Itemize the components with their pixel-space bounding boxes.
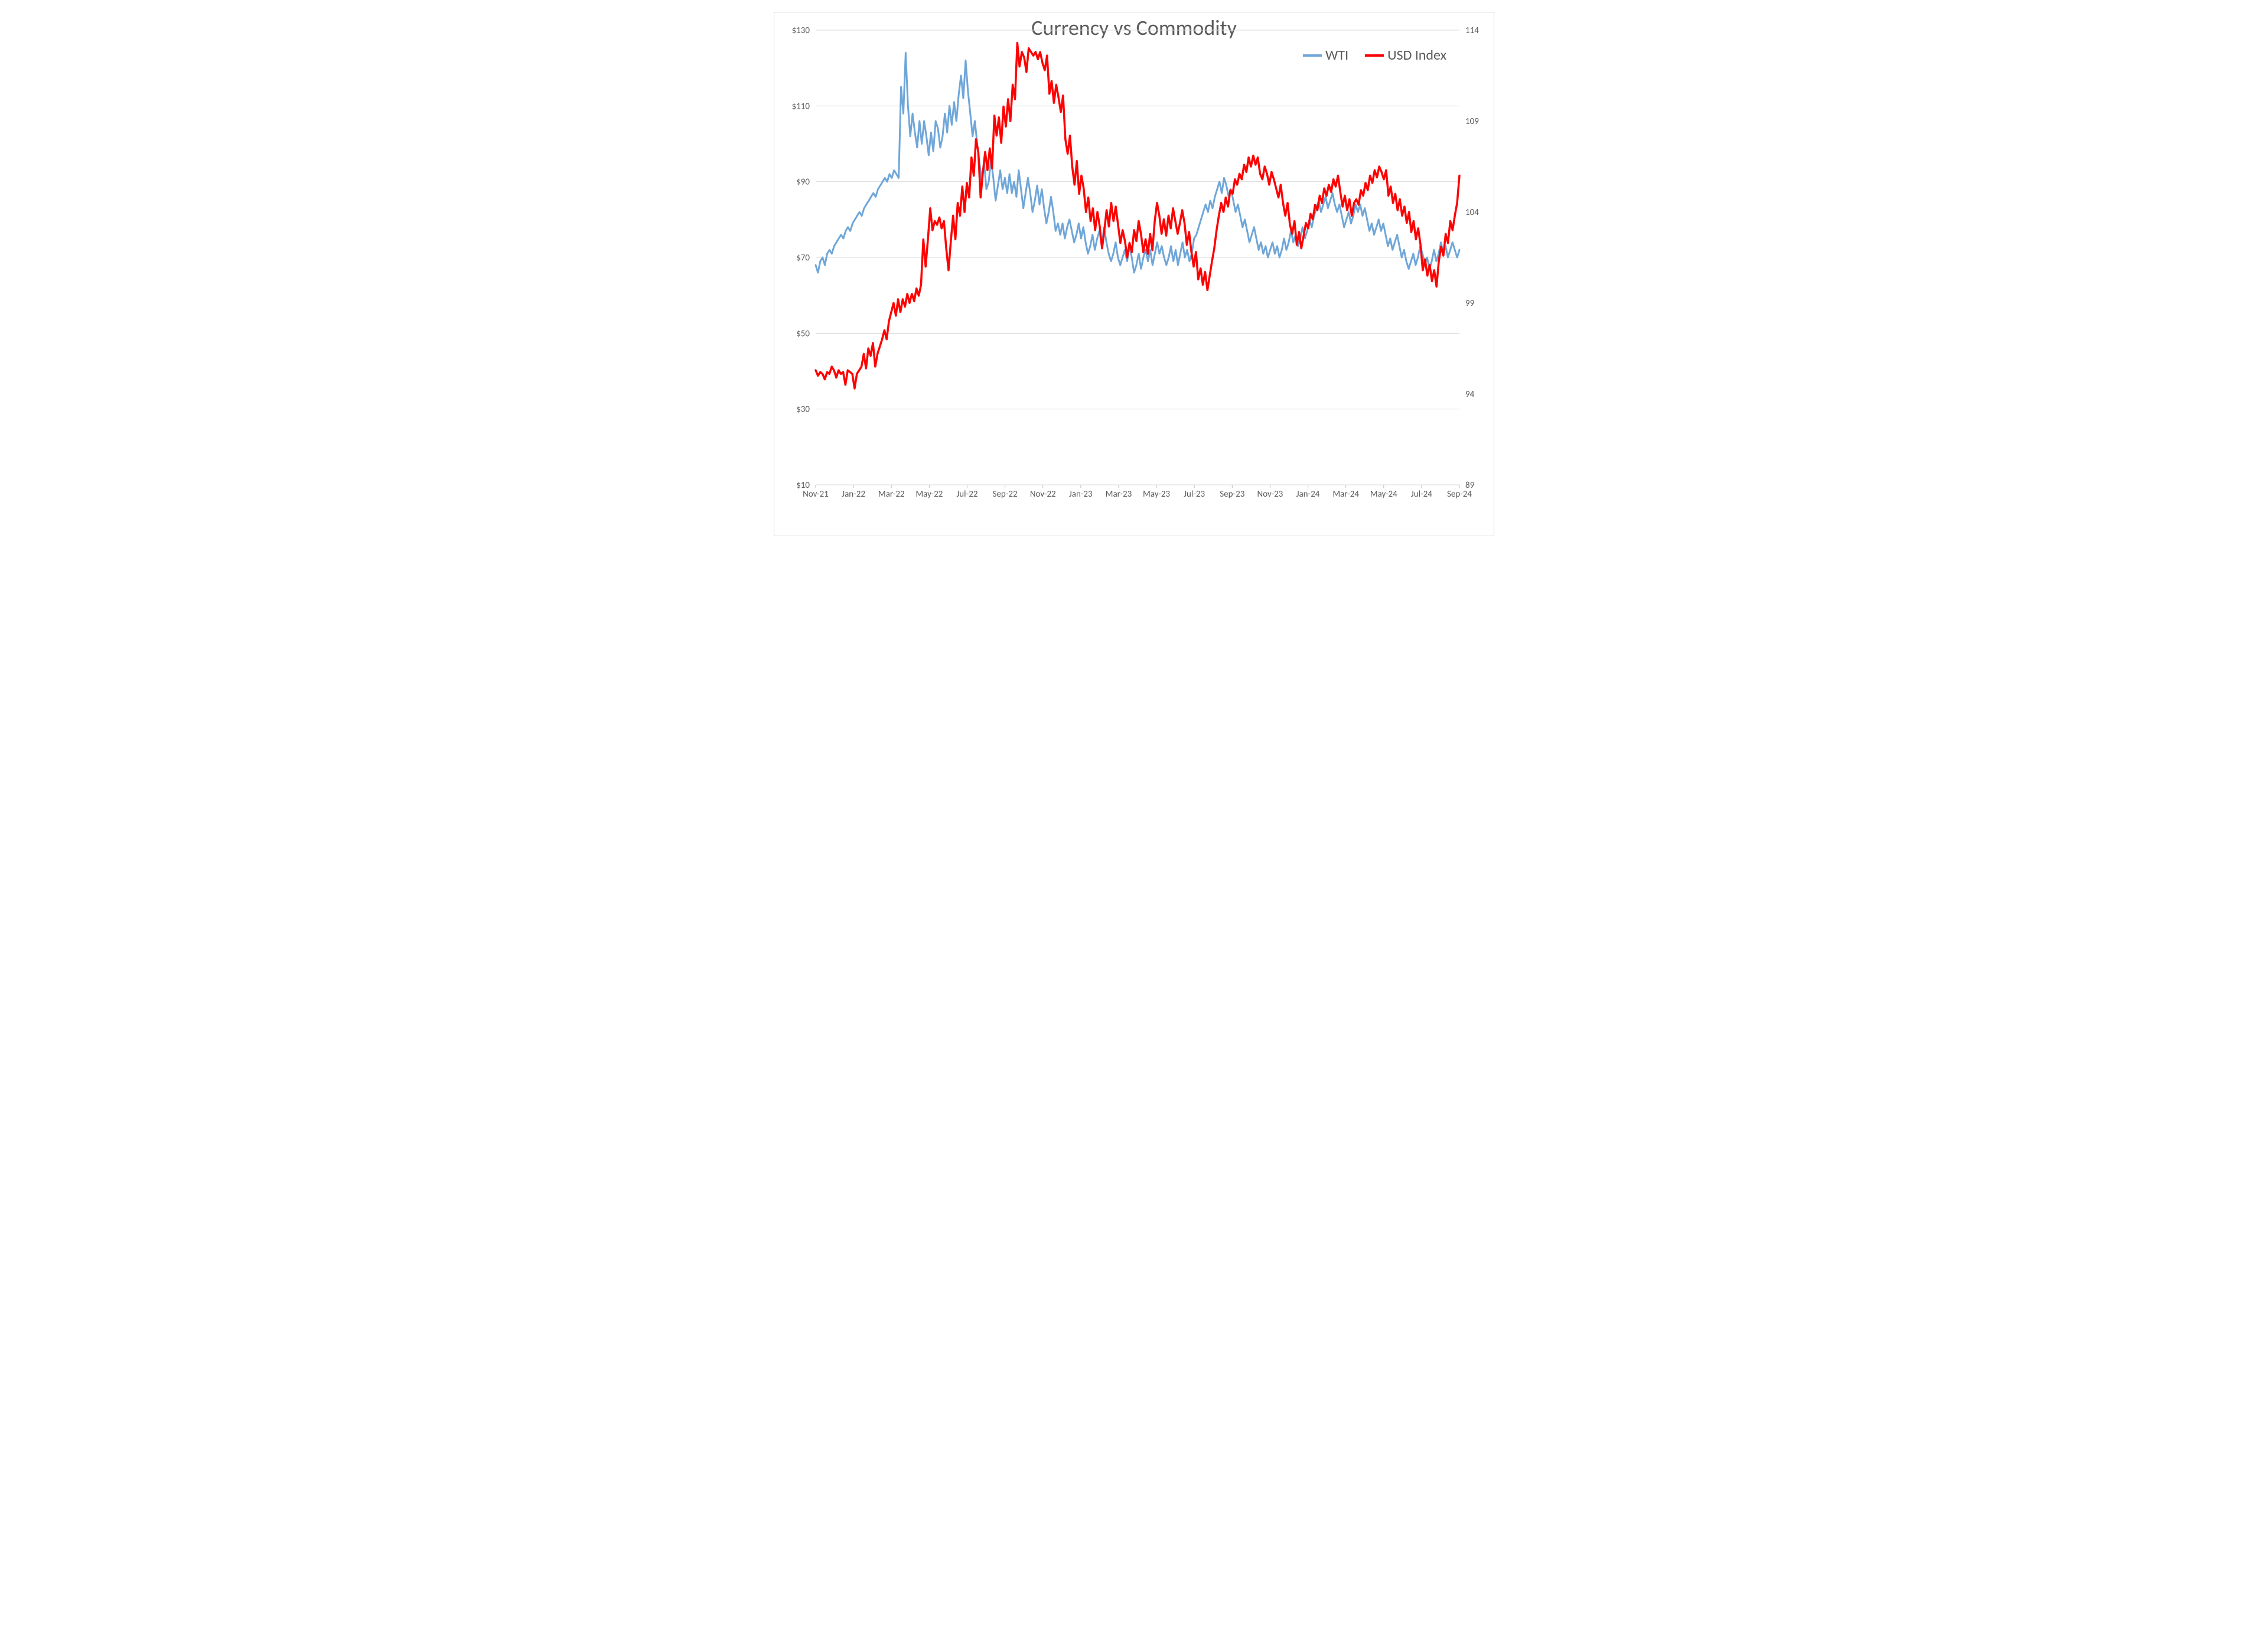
svg-text:Sep-23: Sep-23 — [1220, 489, 1244, 500]
svg-text:Nov-21: Nov-21 — [803, 489, 829, 500]
svg-text:$30: $30 — [796, 405, 810, 415]
svg-text:$70: $70 — [796, 253, 810, 263]
svg-text:Nov-22: Nov-22 — [1030, 489, 1056, 500]
svg-text:May-22: May-22 — [915, 489, 943, 500]
plot-area: $10$30$50$70$90$110$130899499104109114No… — [816, 30, 1459, 503]
svg-text:Nov-23: Nov-23 — [1257, 489, 1283, 500]
svg-text:Jul-23: Jul-23 — [1184, 489, 1205, 500]
svg-text:May-24: May-24 — [1370, 489, 1397, 500]
svg-text:Mar-22: Mar-22 — [878, 489, 905, 500]
svg-text:$110: $110 — [792, 101, 810, 112]
svg-text:114: 114 — [1465, 25, 1479, 36]
plot-svg: $10$30$50$70$90$110$130899499104109114No… — [816, 30, 1459, 503]
svg-text:104: 104 — [1465, 207, 1479, 218]
svg-text:Jan-24: Jan-24 — [1296, 489, 1320, 500]
svg-text:Jan-23: Jan-23 — [1069, 489, 1093, 500]
chart-container: Currency vs Commodity WTI USD Index $10$… — [774, 12, 1494, 536]
svg-text:$50: $50 — [796, 328, 810, 339]
svg-text:99: 99 — [1465, 298, 1475, 309]
svg-text:Jul-22: Jul-22 — [957, 489, 978, 500]
svg-text:Sep-22: Sep-22 — [993, 489, 1018, 500]
svg-text:Mar-24: Mar-24 — [1332, 489, 1359, 500]
svg-text:$130: $130 — [792, 25, 810, 36]
svg-text:Jan-22: Jan-22 — [842, 489, 865, 500]
svg-text:94: 94 — [1465, 389, 1475, 400]
svg-text:109: 109 — [1465, 116, 1479, 127]
svg-text:Sep-24: Sep-24 — [1447, 489, 1472, 500]
svg-text:Jul-24: Jul-24 — [1411, 489, 1432, 500]
svg-text:Mar-23: Mar-23 — [1106, 489, 1132, 500]
svg-text:May-23: May-23 — [1143, 489, 1170, 500]
svg-text:$90: $90 — [796, 177, 810, 188]
